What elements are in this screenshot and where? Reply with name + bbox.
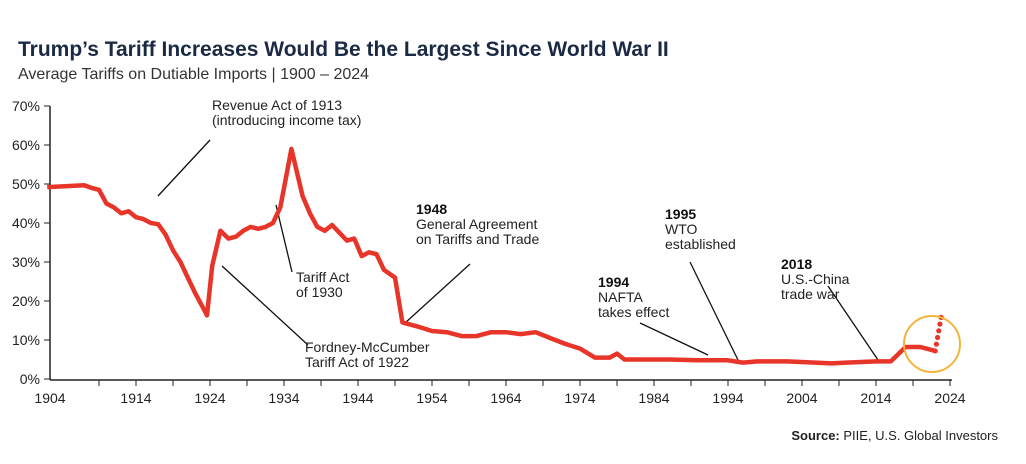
y-tick-label: 30%	[12, 254, 40, 270]
annotation-leader-line	[404, 263, 471, 324]
y-tick-label: 60%	[12, 137, 40, 153]
annotation-text: Tariff Act	[296, 269, 350, 285]
annotation-year: 1995	[665, 206, 696, 222]
annotation-text: Tariff Act of 1922	[305, 354, 409, 370]
annotation-text: trade war	[781, 286, 840, 302]
x-tick-label: 1924	[194, 390, 225, 406]
annotation-leader-line	[221, 265, 309, 346]
annotation-0: Revenue Act of 1913(introducing income t…	[212, 97, 361, 128]
source-label: Source:	[791, 428, 840, 443]
chart-subtitle: Average Tariffs on Dutiable Imports | 19…	[18, 66, 370, 83]
projected-tariff-dot	[932, 348, 938, 354]
x-tick-label: 1984	[638, 390, 669, 406]
annotation-leader-line	[827, 285, 879, 361]
x-tick-label: 1974	[564, 390, 595, 406]
annotation-text: of 1930	[296, 284, 343, 300]
annotation-year: 1948	[416, 201, 447, 217]
annotation-leader-line	[157, 139, 211, 197]
annotation-leader-line	[275, 204, 293, 273]
x-tick-label: 1994	[712, 390, 743, 406]
projected-tariff-dot	[933, 341, 939, 347]
x-tick-label: 2004	[786, 390, 817, 406]
chart-title: Trump’s Tariff Increases Would Be the La…	[18, 38, 669, 61]
source-text: PIIE, U.S. Global Investors	[839, 428, 998, 443]
x-tick-label: 1904	[34, 390, 65, 406]
annotation-text: on Tariffs and Trade	[416, 231, 539, 247]
projected-tariff-dot	[937, 321, 943, 327]
annotation-year: 1994	[598, 274, 629, 290]
projected-tariff-dot	[936, 328, 942, 334]
y-tick-label: 40%	[12, 215, 40, 231]
projected-tariff-dot	[934, 334, 941, 341]
x-tick-label: 1914	[120, 390, 151, 406]
x-tick-label: 2024	[934, 390, 965, 406]
annotation-text: WTO	[665, 221, 698, 237]
annotation-text: U.S.-China	[781, 271, 850, 287]
annotation-year: 2018	[781, 256, 812, 272]
source-note: Source: PIIE, U.S. Global Investors	[791, 428, 998, 443]
x-tick-label: 2014	[860, 390, 891, 406]
annotation-text: General Agreement	[416, 216, 538, 232]
y-tick-label: 70%	[12, 98, 40, 114]
annotation-text: Revenue Act of 1913	[212, 97, 342, 113]
highlight-circle	[903, 315, 961, 373]
annotation-text: (introducing income tax)	[212, 112, 361, 128]
y-tick-label: 20%	[12, 293, 40, 309]
y-tick-label: 0%	[20, 371, 40, 387]
annotation-leader-line	[639, 322, 709, 356]
annotation-text: takes effect	[598, 304, 669, 320]
annotation-text: NAFTA	[598, 289, 644, 305]
x-tick-label: 1944	[342, 390, 373, 406]
y-tick-label: 50%	[12, 176, 40, 192]
y-tick-label: 10%	[12, 332, 40, 348]
x-tick-label: 1954	[416, 390, 447, 406]
x-tick-label: 1934	[268, 390, 299, 406]
tariff-line	[47, 146, 936, 366]
annotation-leader-line	[689, 261, 739, 361]
x-tick-label: 1964	[490, 390, 521, 406]
annotation-text: Fordney-McCumber	[305, 339, 430, 355]
annotation-text: established	[665, 236, 736, 252]
